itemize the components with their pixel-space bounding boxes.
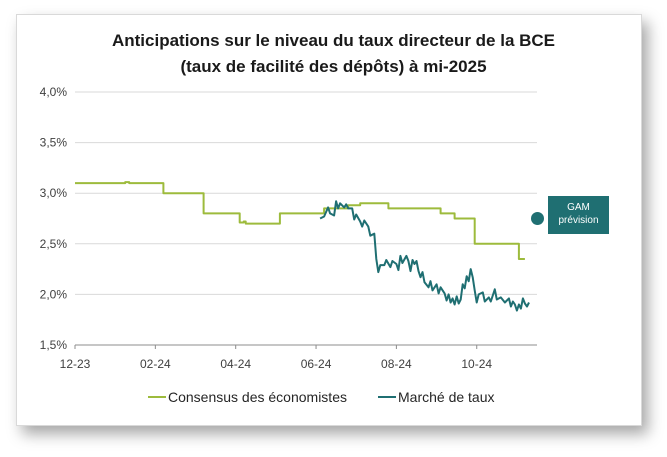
- y-tick-label: 3,5%: [40, 136, 68, 150]
- series-line-consensus: [75, 181, 525, 260]
- y-tick-label: 3,0%: [40, 186, 68, 200]
- y-tick-label: 4,0%: [40, 85, 68, 99]
- x-tick-label: 10-24: [461, 357, 492, 371]
- series-lines: [75, 181, 530, 312]
- x-tick-label: 12-23: [60, 357, 91, 371]
- legend-label: Consensus des économistes: [168, 389, 347, 405]
- y-tick-label: 2,0%: [40, 287, 68, 301]
- legend-label: Marché de taux: [398, 389, 495, 405]
- x-tick-label: 08-24: [381, 357, 412, 371]
- x-tick-label: 06-24: [301, 357, 332, 371]
- x-tick-label: 04-24: [220, 357, 251, 371]
- legend: Consensus des économistes Marché de taux: [148, 389, 495, 405]
- y-tick-label: 2,5%: [40, 237, 68, 251]
- series-line-marche: [319, 200, 530, 312]
- gam-forecast-marker: [531, 212, 544, 225]
- y-tick-label: 1,5%: [40, 338, 68, 352]
- gam-label-line1: GAM: [567, 202, 590, 213]
- chart-subtitle: (taux de facilité des dépôts) à mi-2025: [180, 57, 487, 76]
- y-axis: 4,0% 3,5% 3,0% 2,5% 2,0% 1,5%: [40, 85, 68, 352]
- chart-title: Anticipations sur le niveau du taux dire…: [111, 31, 556, 50]
- x-axis: 12-23 02-24 04-24 06-24 08-24 10-24: [60, 345, 492, 371]
- gam-forecast-label: GAM prévision: [548, 196, 609, 234]
- x-tick-label: 02-24: [140, 357, 171, 371]
- grid: [75, 91, 537, 346]
- gam-label-line2: prévision: [558, 215, 599, 226]
